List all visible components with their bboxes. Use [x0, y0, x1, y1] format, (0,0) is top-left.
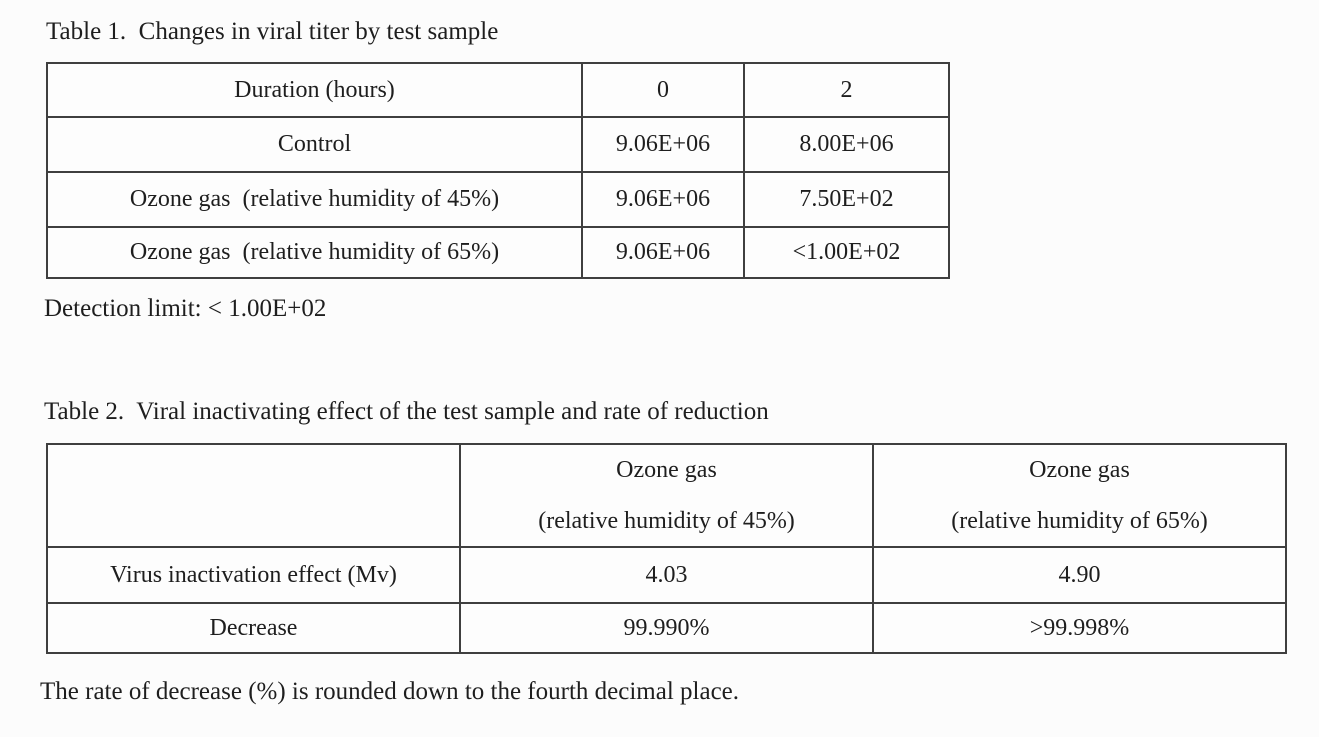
table2-footnote-rounding: The rate of decrease (%) is rounded down… — [40, 678, 740, 705]
table1-header-duration: Duration (hours) — [46, 62, 583, 118]
table-cell: 9.06E+06 — [581, 171, 745, 228]
table2-row-mv: Virus inactivation effect (Mv) 4.03 4.90 — [46, 546, 1287, 604]
table1-viral-titer: Duration (hours) 0 2 Control 9.06E+06 8.… — [46, 62, 950, 279]
table-cell: 4.90 — [872, 546, 1287, 604]
table2-header-ozone-45: Ozone gas (relative humidity of 45%) — [459, 443, 874, 548]
table-cell: 99.990% — [459, 602, 874, 654]
table1-header-hour-2: 2 — [743, 62, 950, 118]
table1-header-hour-0: 0 — [581, 62, 745, 118]
table-cell: <1.00E+02 — [743, 226, 950, 279]
table1-row-ozone-65: Ozone gas (relative humidity of 65%) 9.0… — [46, 226, 950, 279]
table2-header-ozone-65: Ozone gas (relative humidity of 65%) — [872, 443, 1287, 548]
row-label: Control — [46, 116, 583, 173]
table1-row-ozone-45: Ozone gas (relative humidity of 45%) 9.0… — [46, 171, 950, 228]
row-label: Ozone gas (relative humidity of 65%) — [46, 226, 583, 279]
table-cell: 7.50E+02 — [743, 171, 950, 228]
table-cell: 8.00E+06 — [743, 116, 950, 173]
table1-header-row: Duration (hours) 0 2 — [46, 62, 950, 118]
row-label: Decrease — [46, 602, 461, 654]
row-label: Virus inactivation effect (Mv) — [46, 546, 461, 604]
table-cell: 9.06E+06 — [581, 226, 745, 279]
table-cell: >99.998% — [872, 602, 1287, 654]
table1-footnote-detection-limit: Detection limit: < 1.00E+02 — [44, 295, 327, 322]
table1-row-control: Control 9.06E+06 8.00E+06 — [46, 116, 950, 173]
table2-header-row: Ozone gas (relative humidity of 45%) Ozo… — [46, 443, 1287, 548]
table-cell: 9.06E+06 — [581, 116, 745, 173]
table-cell: 4.03 — [459, 546, 874, 604]
table2-caption: Table 2. Viral inactivating effect of th… — [44, 398, 769, 425]
table1-caption: Table 1. Changes in viral titer by test … — [46, 18, 499, 45]
row-label: Ozone gas (relative humidity of 45%) — [46, 171, 583, 228]
table2-header-empty — [46, 443, 461, 548]
table2-row-decrease: Decrease 99.990% >99.998% — [46, 602, 1287, 654]
table2-inactivating-effect: Ozone gas (relative humidity of 45%) Ozo… — [46, 443, 1287, 654]
